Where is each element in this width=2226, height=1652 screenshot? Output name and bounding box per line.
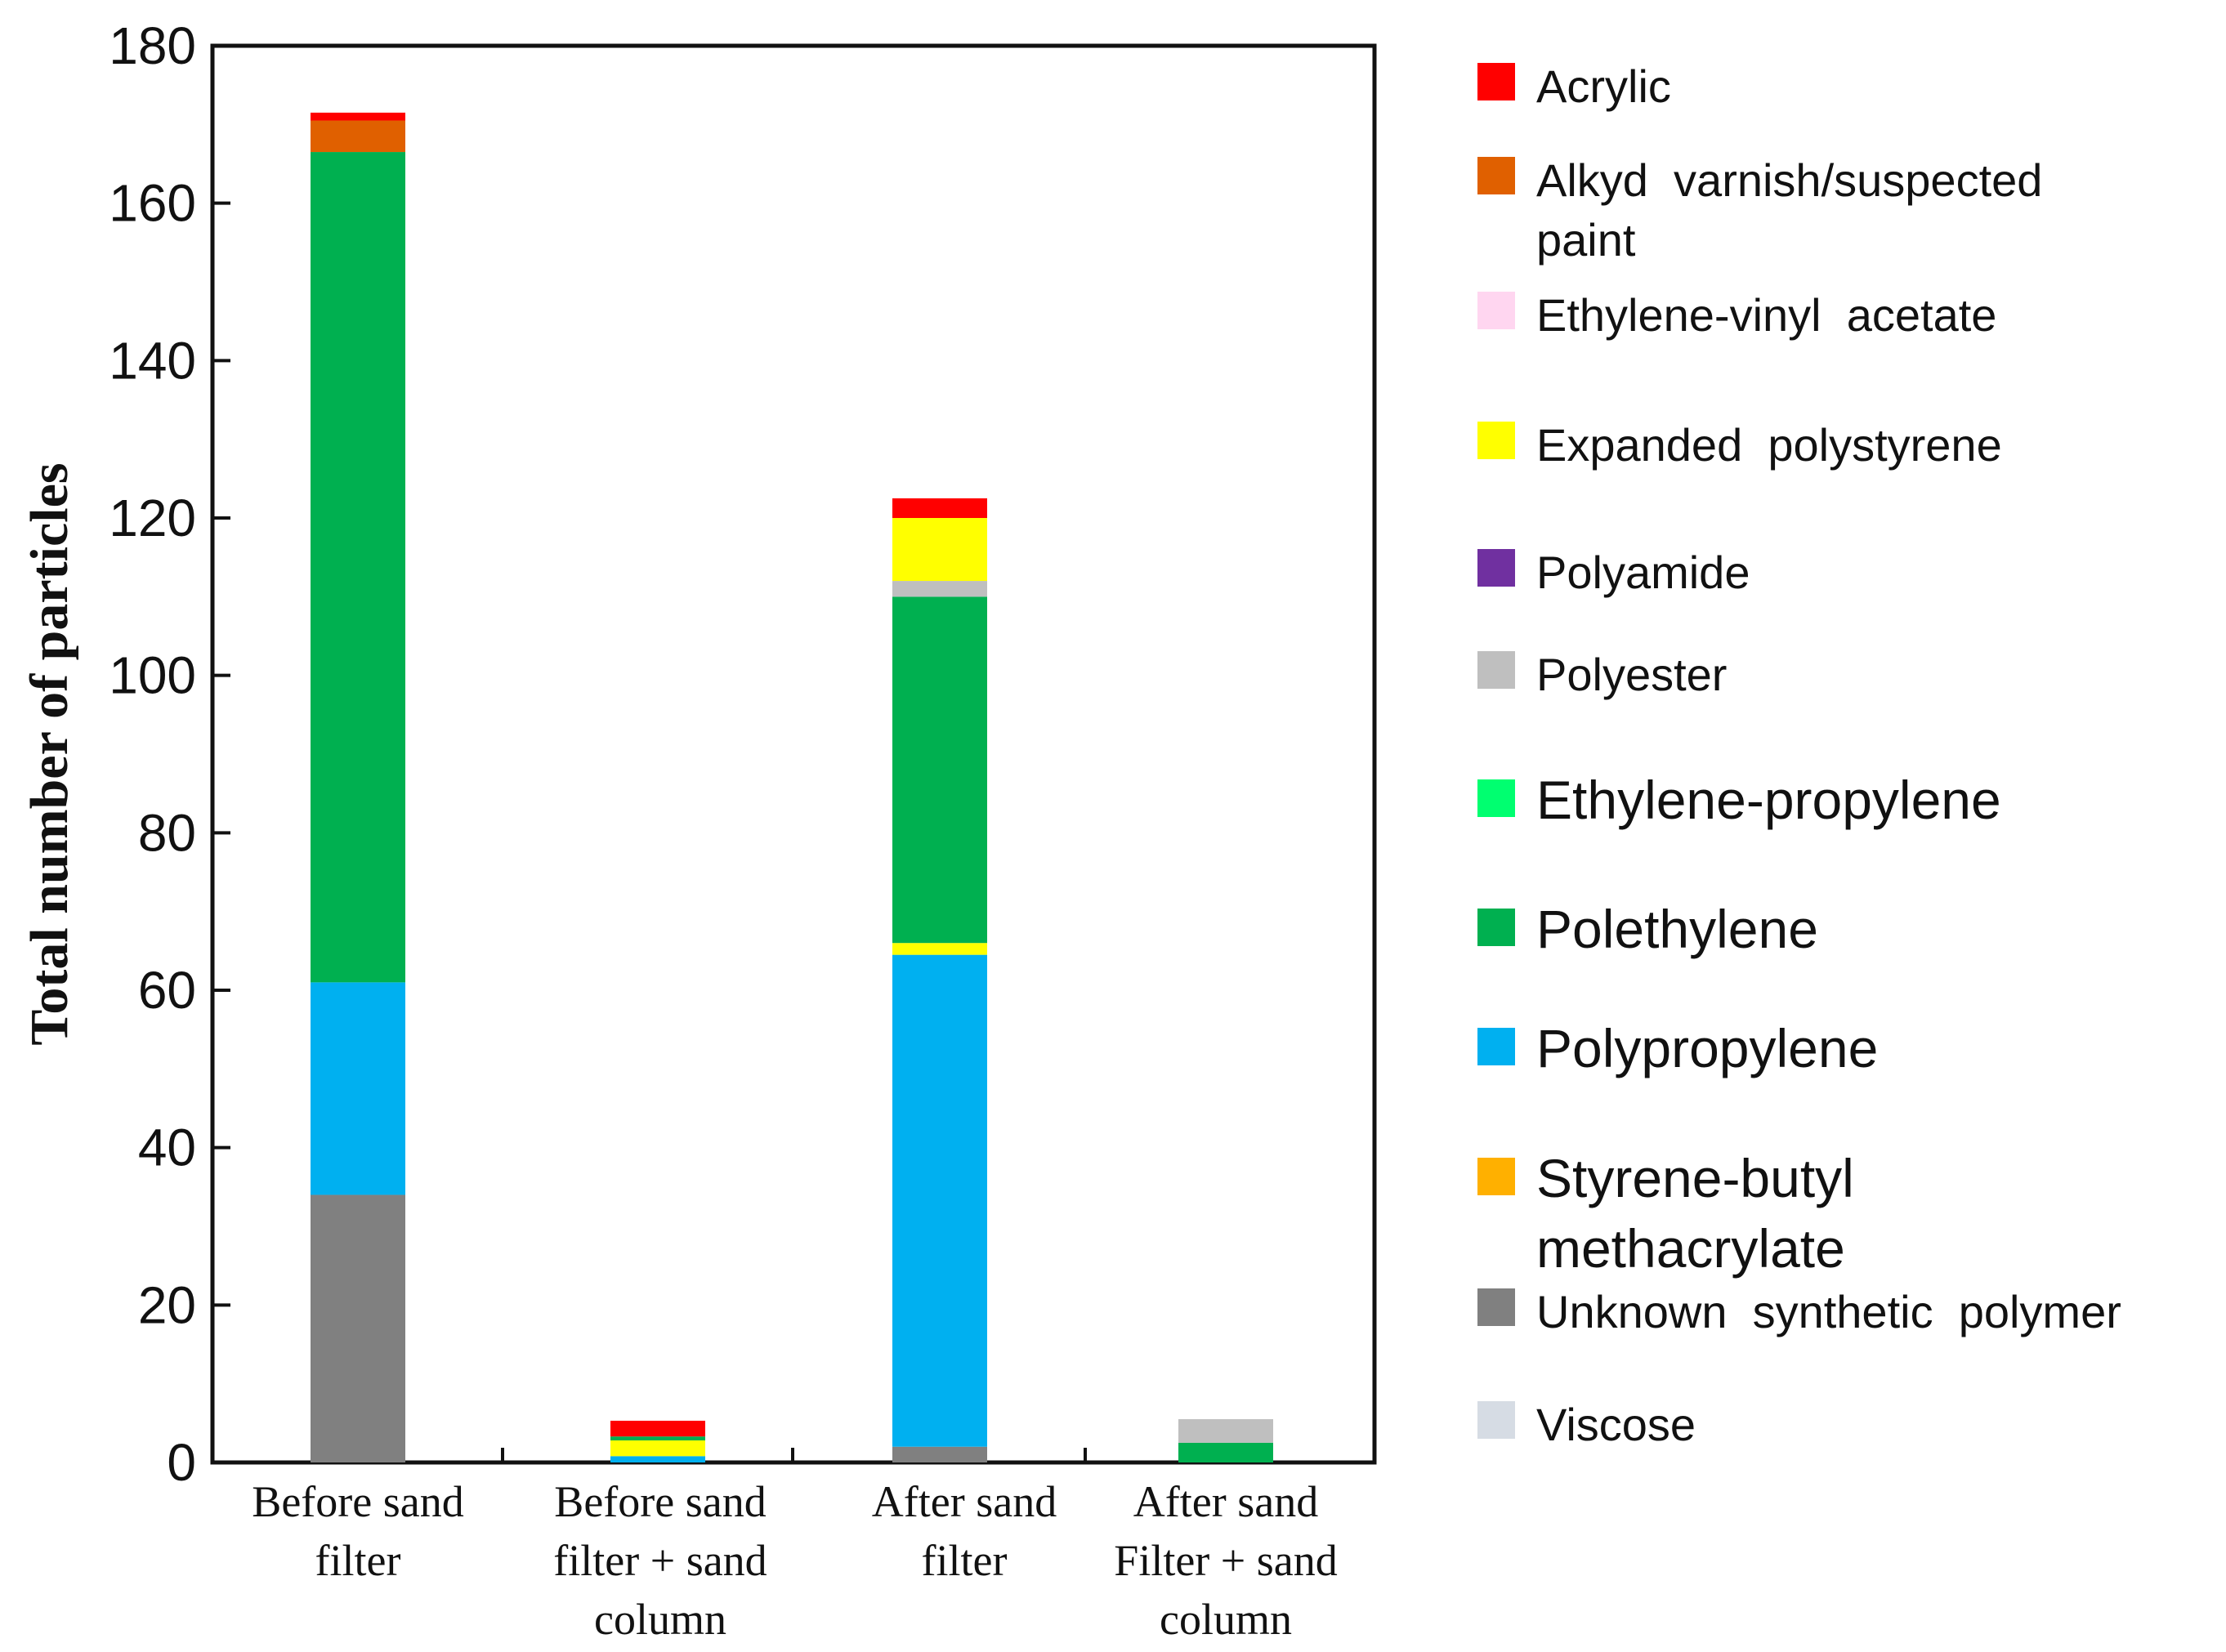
legend-swatch xyxy=(1477,422,1515,459)
y-tick-label: 100 xyxy=(109,646,196,705)
axes: 0 20 40 60 80 100 120 140 160 180 Total number of … xyxy=(20,16,1377,1644)
bar-segment xyxy=(610,1440,705,1457)
legend-label: Ethylene-vinyl acetate xyxy=(1536,289,1996,341)
x-category-label: Before sand filter + sand column xyxy=(553,1477,767,1644)
legend-swatch xyxy=(1477,1158,1515,1195)
legend-swatch xyxy=(1477,779,1515,817)
legend-swatch xyxy=(1477,1288,1515,1326)
bar-segment xyxy=(892,581,987,597)
y-tick-label: 140 xyxy=(109,331,196,390)
bar-segment xyxy=(311,1194,405,1462)
y-tick-label: 160 xyxy=(109,174,196,233)
bar-segment xyxy=(1178,1419,1273,1443)
legend-swatch xyxy=(1477,292,1515,329)
legend-swatch xyxy=(1477,1401,1515,1439)
legend-label: Polyester xyxy=(1536,649,1727,700)
legend-swatch xyxy=(1477,1028,1515,1065)
legend-swatch xyxy=(1477,549,1515,587)
bar-segment xyxy=(610,1436,705,1441)
bar-segment xyxy=(610,1420,705,1437)
legend-swatch xyxy=(1477,157,1515,194)
legend-label: Polethylene xyxy=(1536,899,1818,959)
y-tick-label: 60 xyxy=(138,961,196,1020)
y-axis-title: Total number of particles xyxy=(20,462,79,1045)
legend: Acrylic Alkyd varnish/suspected paint Ethyl… xyxy=(1477,60,2121,1450)
legend-label: Unknown synthetic polymer xyxy=(1536,1286,2121,1337)
legend-label: Expanded polystyrene xyxy=(1536,419,2002,471)
bar-segment xyxy=(311,152,405,983)
y-tick-label: 20 xyxy=(138,1275,196,1334)
x-category-label: After sand filter xyxy=(872,1477,1057,1585)
y-tick-label: 0 xyxy=(167,1433,196,1492)
legend-swatch xyxy=(1477,909,1515,946)
legend-label: Styrene-butyl methacrylate xyxy=(1536,1148,1854,1279)
bar-segment xyxy=(892,943,987,955)
x-category-label: Before sand filter xyxy=(252,1477,463,1585)
legend-swatch xyxy=(1477,651,1515,689)
legend-label: Acrylic xyxy=(1536,60,1671,112)
bar-segment xyxy=(892,498,987,518)
bar-segment xyxy=(1178,1442,1273,1462)
bar-segment xyxy=(311,120,405,153)
bars xyxy=(311,112,1273,1462)
legend-label: Polypropylene xyxy=(1536,1018,1878,1078)
bar-segment xyxy=(892,1446,987,1462)
x-category-label: After sand Filter + sand column xyxy=(1114,1477,1337,1644)
bar-segment xyxy=(892,954,987,1447)
y-tick-label: 120 xyxy=(109,489,196,547)
legend-label: Ethylene-propylene xyxy=(1536,770,2001,830)
bar-segment xyxy=(610,1456,705,1462)
y-tick-label: 40 xyxy=(138,1118,196,1177)
y-tick-label: 180 xyxy=(109,16,196,75)
legend-label: Viscose xyxy=(1536,1399,1696,1450)
bar-segment xyxy=(311,982,405,1195)
bar-segment xyxy=(892,596,987,944)
bar-segment xyxy=(892,518,987,582)
y-tick-label: 80 xyxy=(138,803,196,862)
bar-segment xyxy=(311,112,405,121)
legend-label: Alkyd varnish/suspected paint xyxy=(1536,154,2042,266)
legend-swatch xyxy=(1477,63,1515,100)
legend-label: Polyamide xyxy=(1536,547,1750,598)
